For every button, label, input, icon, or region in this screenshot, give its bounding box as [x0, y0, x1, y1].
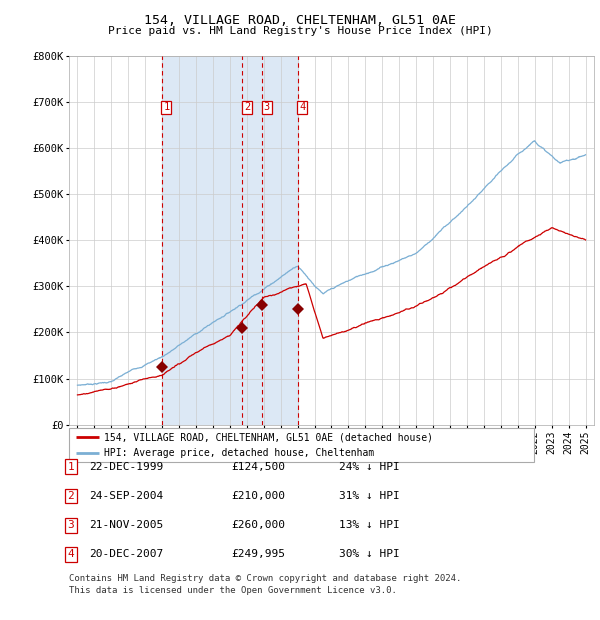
- Text: 154, VILLAGE ROAD, CHELTENHAM, GL51 0AE (detached house): 154, VILLAGE ROAD, CHELTENHAM, GL51 0AE …: [104, 432, 433, 442]
- Text: HPI: Average price, detached house, Cheltenham: HPI: Average price, detached house, Chel…: [104, 448, 374, 458]
- Bar: [161, 56, 298, 425]
- Text: Price paid vs. HM Land Registry's House Price Index (HPI): Price paid vs. HM Land Registry's House …: [107, 26, 493, 36]
- Text: 31% ↓ HPI: 31% ↓ HPI: [339, 491, 400, 501]
- Text: 1: 1: [67, 462, 74, 472]
- Text: 4: 4: [299, 102, 305, 112]
- Text: £260,000: £260,000: [231, 520, 285, 530]
- Text: 4: 4: [67, 549, 74, 559]
- Text: 3: 3: [264, 102, 270, 112]
- Text: £210,000: £210,000: [231, 491, 285, 501]
- Text: 21-NOV-2005: 21-NOV-2005: [89, 520, 163, 530]
- FancyBboxPatch shape: [69, 428, 534, 462]
- Text: This data is licensed under the Open Government Licence v3.0.: This data is licensed under the Open Gov…: [69, 586, 397, 595]
- Text: 3: 3: [67, 520, 74, 530]
- Text: 30% ↓ HPI: 30% ↓ HPI: [339, 549, 400, 559]
- Text: 20-DEC-2007: 20-DEC-2007: [89, 549, 163, 559]
- Text: 154, VILLAGE ROAD, CHELTENHAM, GL51 0AE: 154, VILLAGE ROAD, CHELTENHAM, GL51 0AE: [144, 14, 456, 27]
- Text: 2: 2: [67, 491, 74, 501]
- Text: 13% ↓ HPI: 13% ↓ HPI: [339, 520, 400, 530]
- Text: Contains HM Land Registry data © Crown copyright and database right 2024.: Contains HM Land Registry data © Crown c…: [69, 574, 461, 583]
- Text: 24% ↓ HPI: 24% ↓ HPI: [339, 462, 400, 472]
- Text: £249,995: £249,995: [231, 549, 285, 559]
- Text: 1: 1: [163, 102, 170, 112]
- Text: 22-DEC-1999: 22-DEC-1999: [89, 462, 163, 472]
- Text: £124,500: £124,500: [231, 462, 285, 472]
- Text: 24-SEP-2004: 24-SEP-2004: [89, 491, 163, 501]
- Text: 2: 2: [244, 102, 250, 112]
